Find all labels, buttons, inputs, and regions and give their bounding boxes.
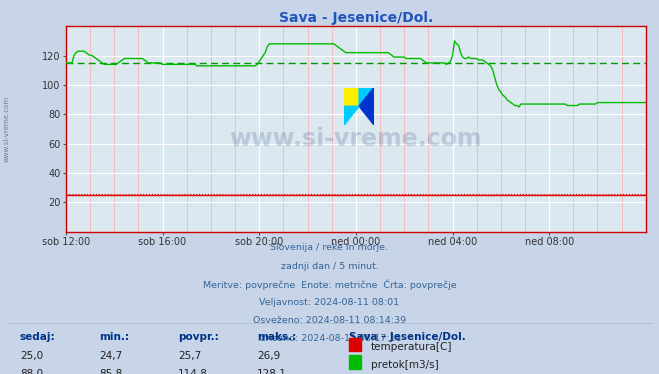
Text: maks.:: maks.: (257, 332, 297, 342)
Text: Sava – Jesenice/Dol.: Sava – Jesenice/Dol. (349, 332, 466, 342)
Polygon shape (344, 106, 359, 125)
Text: min.:: min.: (99, 332, 129, 342)
Text: zadnji dan / 5 minut.: zadnji dan / 5 minut. (281, 261, 378, 270)
Text: 114,8: 114,8 (178, 369, 208, 374)
Text: Izrisano: 2024-08-11 08:17:11: Izrisano: 2024-08-11 08:17:11 (258, 334, 401, 343)
Text: Osveženo: 2024-08-11 08:14:39: Osveženo: 2024-08-11 08:14:39 (253, 316, 406, 325)
Text: povpr.:: povpr.: (178, 332, 219, 342)
Bar (349, 338, 361, 351)
Text: temperatura[C]: temperatura[C] (371, 342, 453, 352)
Text: 24,7: 24,7 (99, 351, 122, 361)
Text: www.si-vreme.com: www.si-vreme.com (229, 127, 482, 151)
Text: 128,1: 128,1 (257, 369, 287, 374)
Text: 25,7: 25,7 (178, 351, 201, 361)
Text: Slovenija / reke in morje.: Slovenija / reke in morje. (270, 243, 389, 252)
Text: 25,0: 25,0 (20, 351, 43, 361)
Bar (344, 88, 359, 106)
Text: Veljavnost: 2024-08-11 08:01: Veljavnost: 2024-08-11 08:01 (260, 298, 399, 307)
Text: www.si-vreme.com: www.si-vreme.com (3, 96, 10, 162)
Bar (349, 355, 361, 369)
Polygon shape (359, 88, 374, 125)
Polygon shape (359, 88, 374, 106)
Text: pretok[m3/s]: pretok[m3/s] (371, 359, 439, 370)
Text: Meritve: povprečne  Enote: metrične  Črta: povprečje: Meritve: povprečne Enote: metrične Črta:… (203, 280, 456, 290)
Text: sedaj:: sedaj: (20, 332, 55, 342)
Text: 26,9: 26,9 (257, 351, 280, 361)
Title: Sava - Jesenice/Dol.: Sava - Jesenice/Dol. (279, 11, 433, 25)
Text: 85,8: 85,8 (99, 369, 122, 374)
Text: 88,0: 88,0 (20, 369, 43, 374)
